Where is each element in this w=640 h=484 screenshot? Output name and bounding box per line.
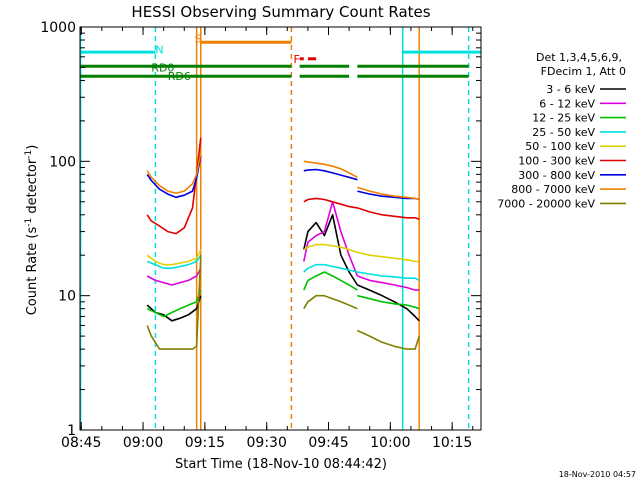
series-2-segment-1 xyxy=(303,271,358,291)
axes: 08:45 09:00 09:15 09:30 09:45 10:00 10:15 1 10 10… xyxy=(40,20,482,451)
x-tick-label-3: 09:30 xyxy=(247,435,287,451)
y-tick-label-3: 1000 xyxy=(40,20,76,36)
series-6-segment-0 xyxy=(146,155,202,199)
flag-label-f: F xyxy=(293,53,299,66)
legend-label-2: 12 - 25 keV xyxy=(532,112,595,125)
legend-label-1: 6 - 12 keV xyxy=(539,97,595,110)
y-axis-title-sup2: -1 xyxy=(24,150,34,159)
x-tick-label-0: 08:45 xyxy=(61,435,101,451)
series-5-segment-0 xyxy=(146,137,202,235)
x-tick-label-1: 09:00 xyxy=(123,435,163,451)
y-axis-title-mid: detector xyxy=(25,158,40,218)
series-4-segment-2 xyxy=(357,251,420,263)
timestamp: 18-Nov-2010 04:57 xyxy=(559,470,636,479)
series-3-segment-1 xyxy=(303,263,358,273)
y-axis-title-sup1: -1 xyxy=(24,218,34,227)
x-axis-title: Start Time (18-Nov-10 08:44:42) xyxy=(175,457,387,472)
legend-label-8: 7000 - 20000 keV xyxy=(497,197,595,210)
flag-label-rd0: RD0 xyxy=(151,61,174,74)
series-4-segment-1 xyxy=(303,243,358,254)
y-axis-title-main: Count Rate (s xyxy=(25,227,40,316)
series-5-segment-2 xyxy=(357,207,420,221)
y-tick-label-2: 100 xyxy=(49,154,76,170)
y-axis-title-end: ) xyxy=(25,145,40,150)
x-tick-label-4: 09:45 xyxy=(308,435,348,451)
series-2-segment-0 xyxy=(146,289,202,318)
series-0-segment-2 xyxy=(357,284,420,322)
legend-label-3: 25 - 50 keV xyxy=(532,126,595,139)
legend: Det 1,3,4,5,6,9, FDecim 1, Att 0 3 - 6 k… xyxy=(497,51,626,210)
flag-label-n: N xyxy=(155,43,163,56)
legend-header-line-1: Det 1,3,4,5,6,9, xyxy=(536,51,622,64)
legend-label-6: 300 - 800 keV xyxy=(518,169,595,182)
series-4-segment-0 xyxy=(146,249,202,266)
x-tick-label-2: 09:15 xyxy=(185,435,225,451)
y-tick-label-0: 1 xyxy=(67,423,76,439)
series-7-segment-0 xyxy=(146,153,202,194)
legend-label-0: 3 - 6 keV xyxy=(546,83,595,96)
x-tick-label-5: 10:00 xyxy=(370,435,410,451)
flag-label-s: S xyxy=(195,33,202,46)
series-6-segment-1 xyxy=(303,168,358,181)
x-tick-label-6: 10:15 xyxy=(432,435,472,451)
series-3-segment-0 xyxy=(146,254,202,270)
series-1-segment-2 xyxy=(357,275,420,291)
series-8-segment-2 xyxy=(357,329,420,350)
plot-frame xyxy=(79,26,482,431)
legend-label-4: 50 - 100 keV xyxy=(525,140,595,153)
series-3-segment-2 xyxy=(357,271,420,282)
legend-header-line-2: FDecim 1, Att 0 xyxy=(541,65,626,78)
series-7-segment-2 xyxy=(357,186,420,201)
y-axis-title: Count Rate (s-1 detector-1) xyxy=(24,145,40,316)
flag-label-rd6: RD6 xyxy=(168,70,191,83)
series-5-segment-1 xyxy=(303,197,358,209)
y-tick-label-1: 10 xyxy=(58,289,76,305)
legend-label-7: 800 - 7000 keV xyxy=(511,183,595,196)
series-8-segment-0 xyxy=(146,255,202,350)
legend-label-5: 100 - 300 keV xyxy=(518,155,595,168)
chart-title: HESSI Observing Summary Count Rates xyxy=(131,3,430,21)
series-1-segment-0 xyxy=(146,267,202,286)
series-8-segment-1 xyxy=(303,294,358,310)
series-7-segment-1 xyxy=(303,160,358,179)
series-2-segment-2 xyxy=(357,294,420,310)
series-1-segment-1 xyxy=(303,201,359,277)
